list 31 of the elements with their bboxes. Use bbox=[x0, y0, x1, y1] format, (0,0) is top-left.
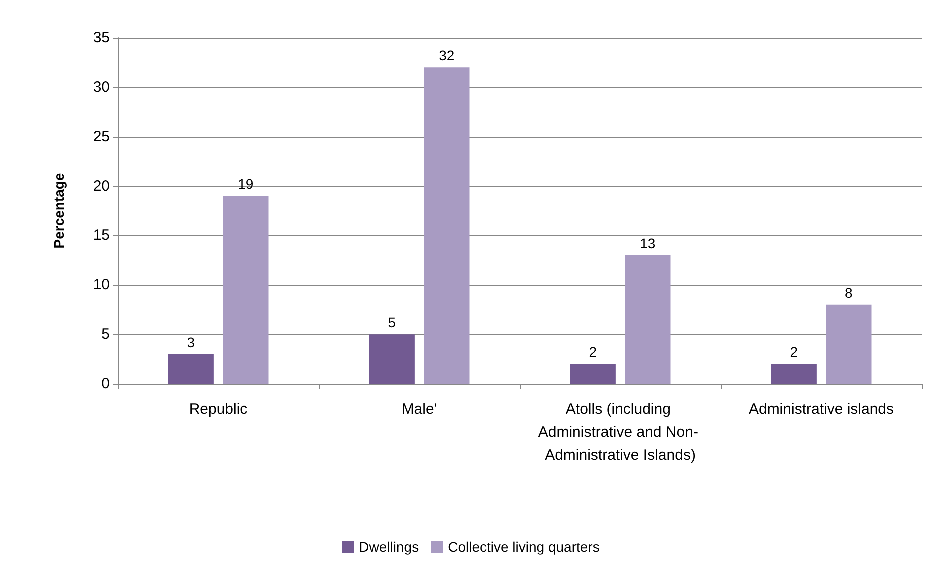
y-tick-label: 15 bbox=[93, 227, 110, 244]
x-tick-label: Atolls (including Administrative and Non- Administrative Islands) bbox=[538, 401, 703, 464]
x-tick-label: Male' bbox=[402, 401, 438, 418]
bar bbox=[369, 334, 415, 384]
data-label: 5 bbox=[388, 314, 396, 331]
bar bbox=[424, 68, 470, 384]
y-axis-title: Percentage bbox=[51, 173, 67, 249]
bar bbox=[826, 304, 872, 384]
data-label: 3 bbox=[187, 334, 196, 350]
y-tick-label: 0 bbox=[102, 376, 110, 392]
x-tick-label: Administrative islands bbox=[748, 401, 894, 418]
bar bbox=[625, 255, 671, 384]
data-label: 2 bbox=[589, 344, 598, 360]
y-tick-label: 5 bbox=[102, 326, 110, 344]
legend-label: Dwellings bbox=[359, 539, 420, 555]
bar bbox=[771, 364, 817, 384]
data-label: 8 bbox=[845, 284, 854, 301]
y-tick-label: 25 bbox=[93, 128, 110, 146]
bar bbox=[168, 354, 214, 384]
bar bbox=[570, 364, 616, 384]
bar bbox=[223, 196, 269, 384]
data-label: 2 bbox=[790, 344, 798, 360]
data-label: 13 bbox=[640, 235, 656, 252]
y-tick-label: 10 bbox=[93, 276, 110, 294]
y-tick-label: 20 bbox=[93, 178, 110, 195]
legend-label: Collective living quarters bbox=[448, 539, 600, 555]
y-tick-label: 35 bbox=[93, 30, 110, 46]
x-tick-label: Republic bbox=[189, 401, 248, 418]
y-tick-label: 30 bbox=[93, 78, 110, 96]
data-label: 32 bbox=[439, 48, 455, 64]
data-label: 19 bbox=[238, 176, 254, 192]
